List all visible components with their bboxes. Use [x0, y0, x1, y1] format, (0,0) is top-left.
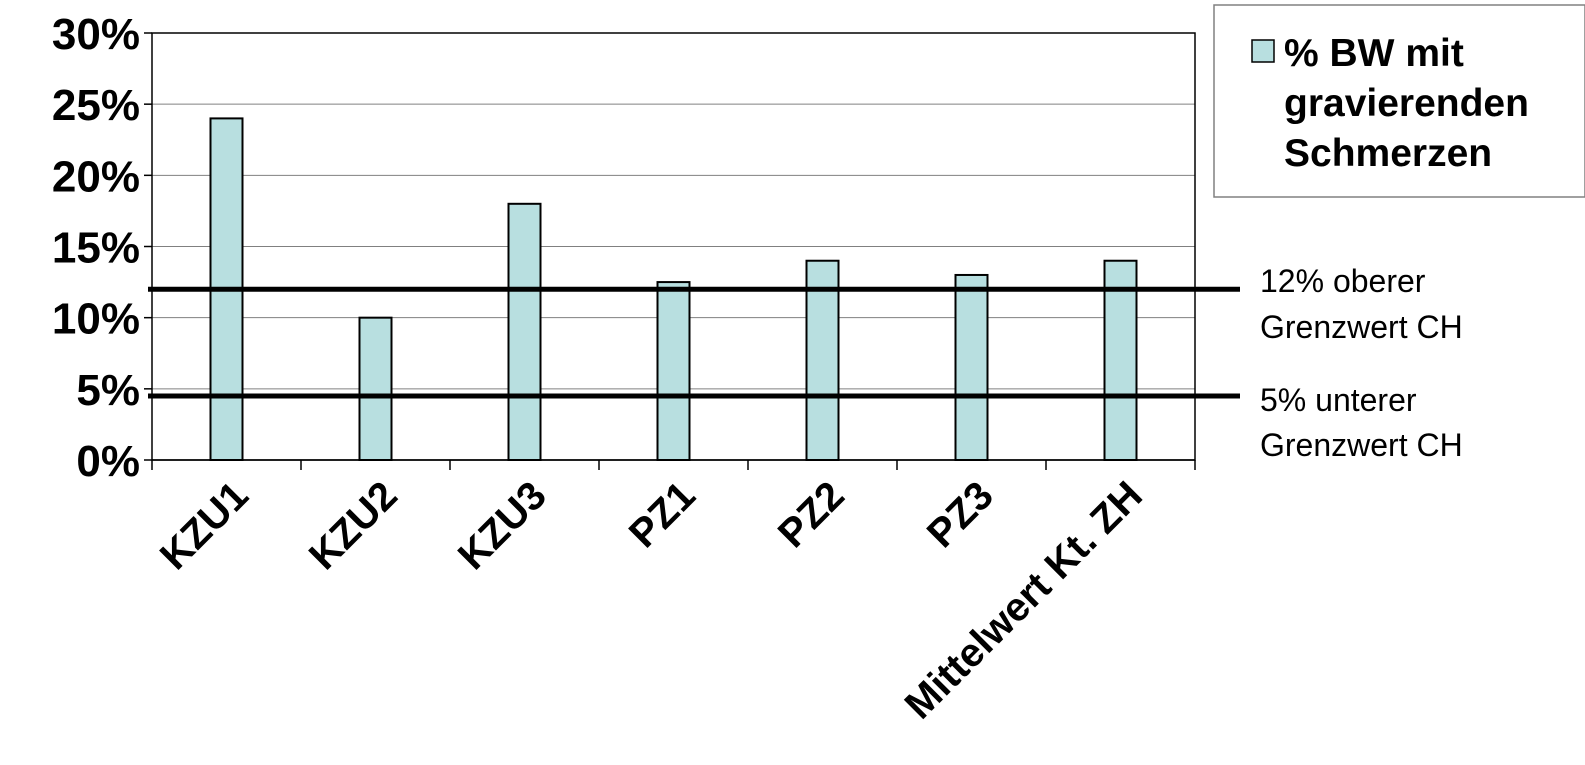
y-tick-label: 20%	[52, 152, 140, 201]
reference-line-label: Grenzwert CH	[1260, 427, 1463, 463]
bar	[954, 273, 989, 462]
legend-label: Schmerzen	[1284, 132, 1492, 175]
bar	[507, 202, 542, 462]
bar	[805, 259, 840, 461]
reference-line-label: Grenzwert CH	[1260, 309, 1463, 345]
reference-line-label: 5% unterer	[1260, 382, 1417, 418]
x-tick-label: PZ3	[919, 473, 1002, 556]
reference-lines: 12% oberer Grenzwert CH 5% unterer Grenzwer…	[148, 263, 1463, 463]
bar	[358, 316, 393, 461]
x-tick-label: KZU3	[450, 473, 555, 578]
y-axis-ticks: 0% 5% 10% 15% 20% 25% 30%	[52, 10, 140, 486]
y-tick-label: 0%	[76, 437, 140, 486]
x-tick-label: KZU1	[152, 473, 257, 578]
x-tick-label: KZU2	[301, 473, 406, 578]
legend-label: % BW mit	[1284, 32, 1464, 75]
y-tick-label: 15%	[52, 224, 140, 273]
y-tick-label: 25%	[52, 81, 140, 130]
y-tick-label: 30%	[52, 10, 140, 59]
bar	[1103, 259, 1138, 461]
y-tick-label: 5%	[76, 366, 140, 415]
legend-box	[1213, 4, 1585, 198]
plot-frame	[144, 32, 1196, 470]
bars	[209, 117, 1138, 462]
y-tick-label: 10%	[52, 295, 140, 344]
legend-swatch	[1251, 39, 1275, 63]
reference-line-label: 12% oberer	[1260, 263, 1426, 299]
x-tick-label: PZ2	[770, 473, 853, 556]
bar	[656, 281, 691, 462]
x-tick-label: PZ1	[621, 473, 704, 556]
legend: % BW mit gravierenden Schmerzen	[1213, 4, 1585, 198]
legend-label: gravierenden	[1284, 82, 1529, 125]
